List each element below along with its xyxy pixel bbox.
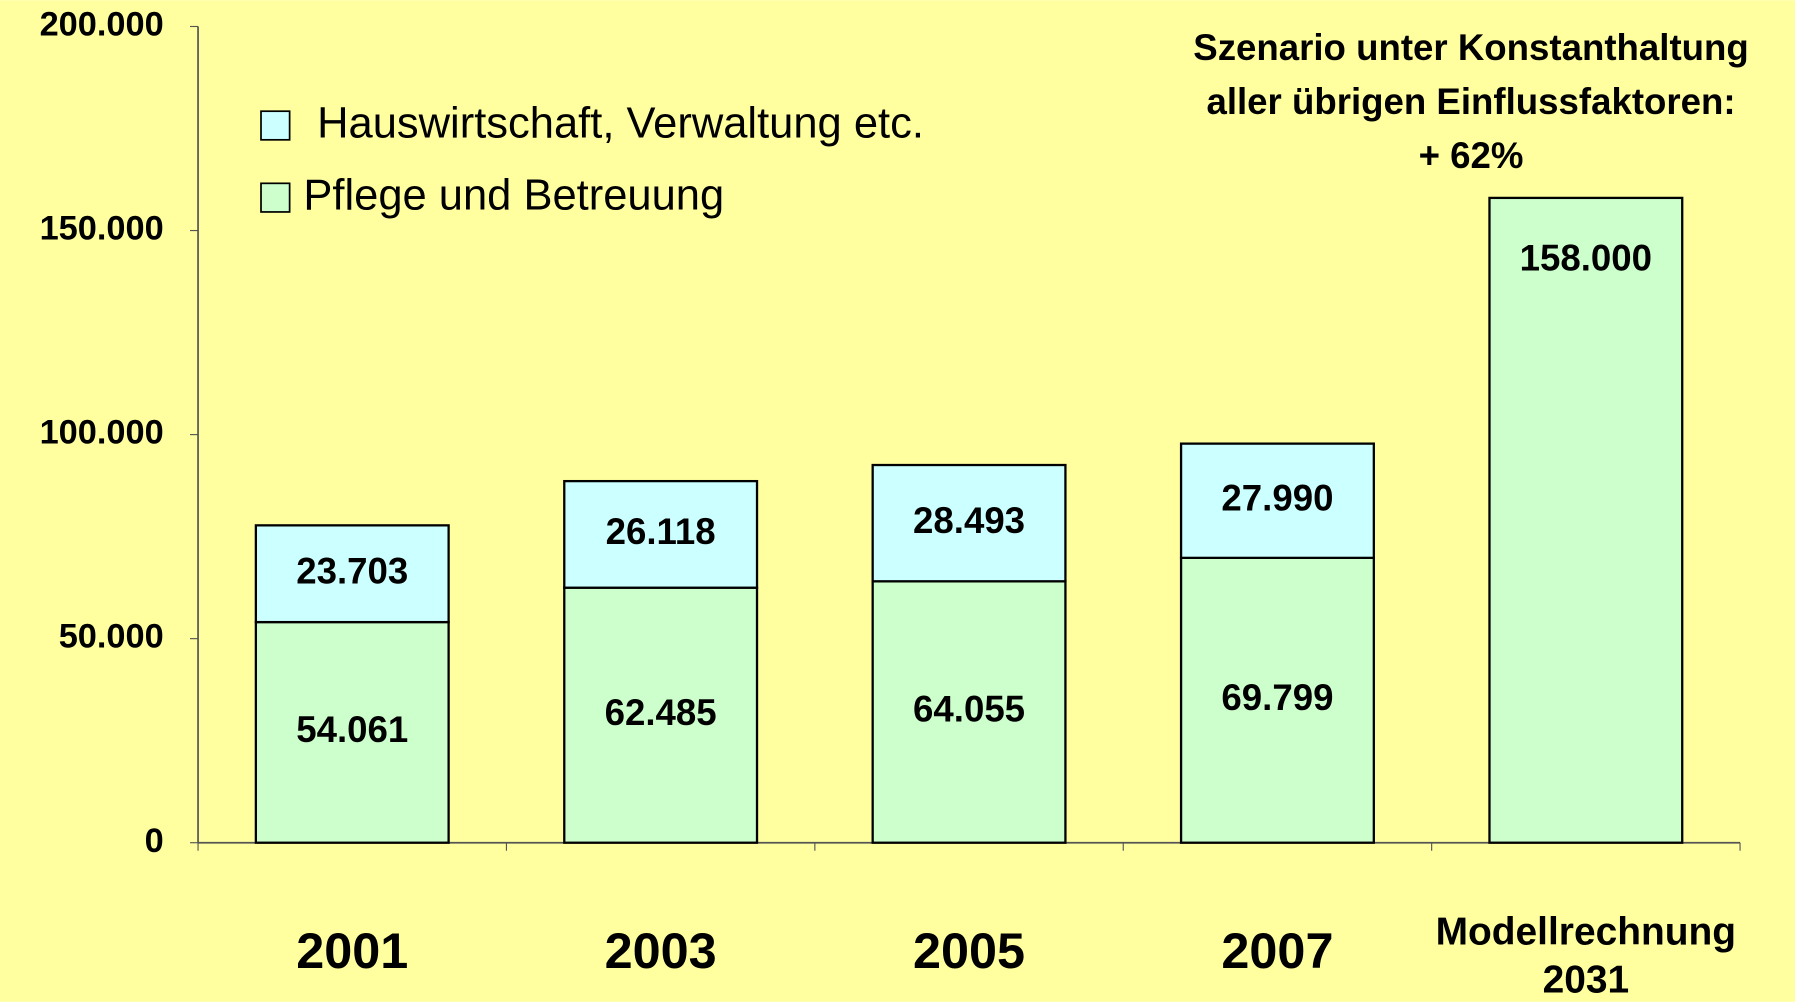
bar-segment xyxy=(871,463,1067,583)
x-tick-label: 2007 xyxy=(1221,922,1333,979)
data-label: 64.055 xyxy=(913,689,1025,730)
annotation: aller übrigen Einflussfaktoren: xyxy=(1206,81,1735,122)
data-label: 26.118 xyxy=(606,511,716,552)
data-label: 23.703 xyxy=(296,550,408,591)
legend-label: Hauswirtschaft, Verwaltung etc. xyxy=(317,100,924,148)
x-tick-label: 2003 xyxy=(605,922,717,979)
annotation: + 62% xyxy=(1419,135,1524,176)
y-tick-label: 0 xyxy=(145,822,164,860)
legend-swatch xyxy=(260,182,291,213)
y-tick-label: 200.000 xyxy=(40,6,164,44)
x-tick-label: 2005 xyxy=(913,922,1025,979)
bar-segment xyxy=(871,580,1067,844)
bar-segment xyxy=(563,479,759,589)
x-tick-label: 2001 xyxy=(296,922,408,979)
bar-segment xyxy=(254,524,450,624)
bar-segment xyxy=(1179,442,1375,560)
y-tick-label: 50.000 xyxy=(59,618,164,656)
y-tick-label: 150.000 xyxy=(40,210,164,248)
bar-segment xyxy=(254,620,450,844)
legend-swatch xyxy=(260,110,291,141)
bar-segment xyxy=(563,586,759,844)
bar-segment xyxy=(1179,556,1375,844)
y-tick-label: 100.000 xyxy=(40,414,164,452)
data-label: 27.990 xyxy=(1221,477,1333,518)
data-label: 62.485 xyxy=(605,692,717,733)
data-label: 54.061 xyxy=(296,709,408,750)
data-label: 158.000 xyxy=(1520,238,1652,279)
data-label: 28.493 xyxy=(913,500,1025,541)
data-label: 69.799 xyxy=(1221,677,1333,718)
bar-segment xyxy=(1488,196,1684,844)
legend-label: Pflege und Betreuung xyxy=(303,172,724,220)
x-tick-label: Modellrechnung 2031 xyxy=(1436,911,1736,1002)
annotation: Szenario unter Konstanthaltung xyxy=(1193,27,1749,68)
